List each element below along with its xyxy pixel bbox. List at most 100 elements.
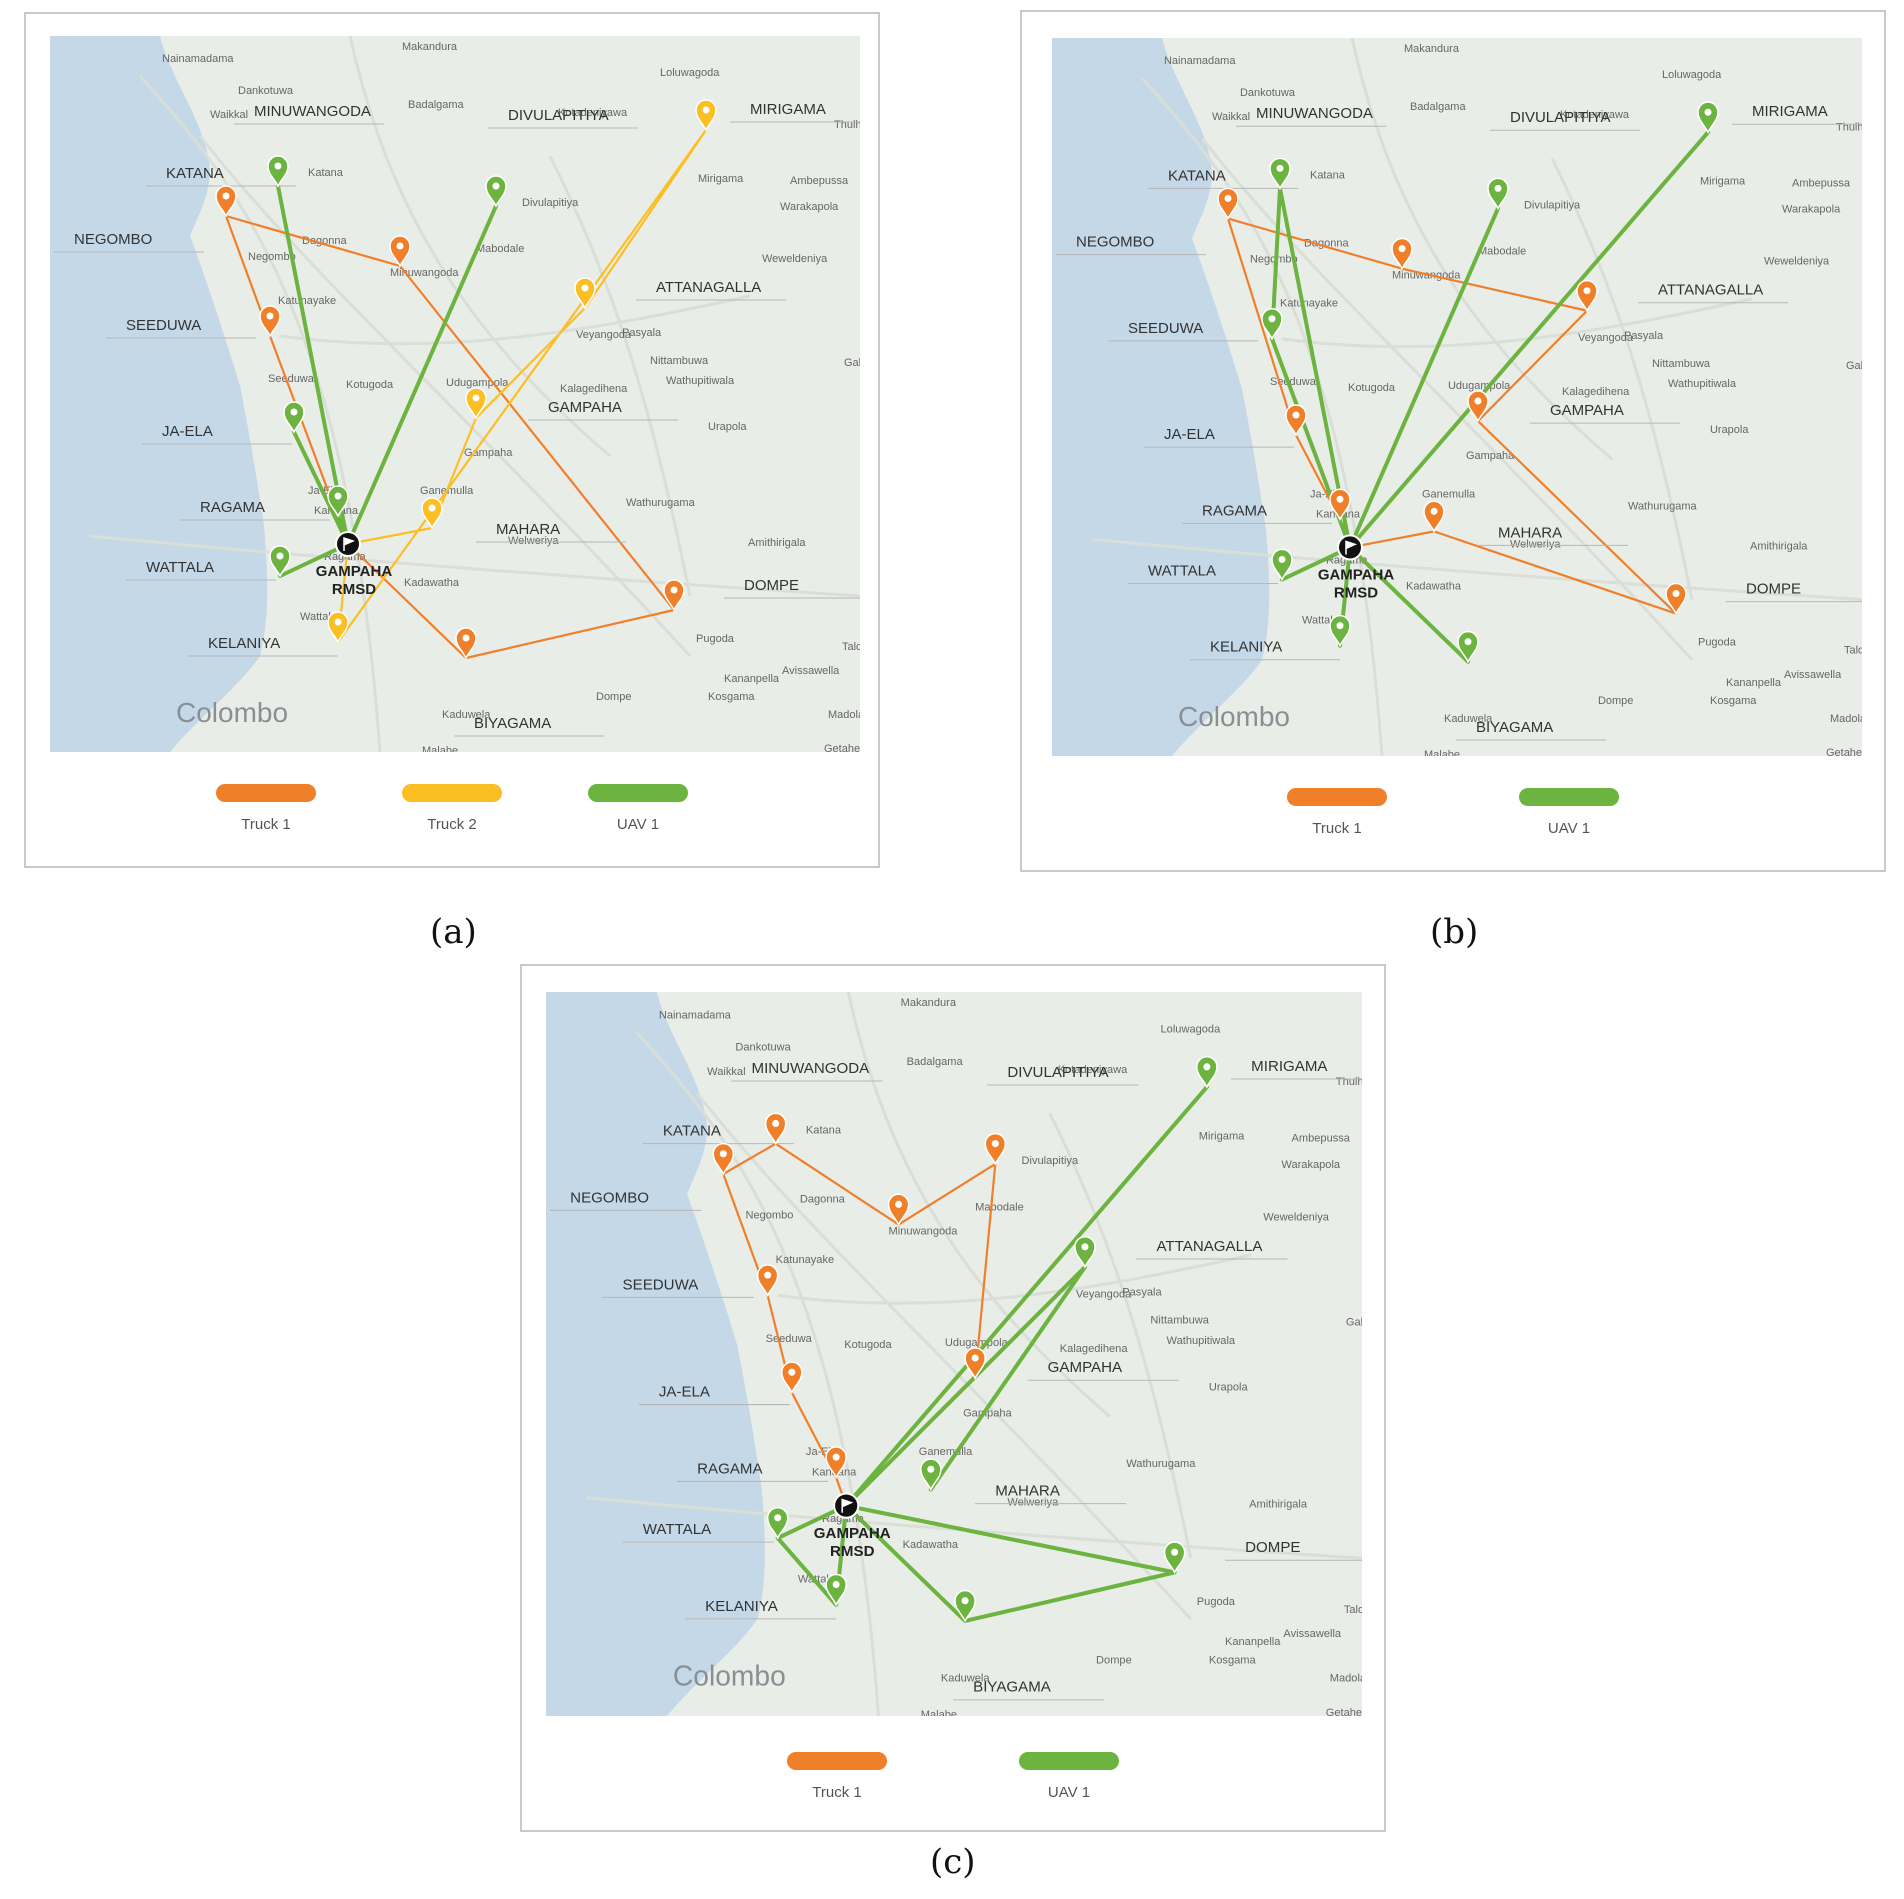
town-label-nittambuwa: Nittambuwa — [650, 355, 709, 367]
town-label-kosgama: Kosgama — [1710, 695, 1757, 707]
town-label-malabe: Malabe — [422, 745, 458, 752]
pin-dot — [334, 618, 342, 626]
town-label-pasyala: Pasyala — [1624, 330, 1664, 342]
town-label-pugoda: Pugoda — [1197, 1596, 1236, 1608]
town-label-avissawella: Avissawella — [1784, 669, 1842, 681]
pin-shape — [269, 545, 291, 578]
pin-shape — [663, 579, 685, 612]
map-pin-icon — [1269, 157, 1291, 191]
pin-dot — [1494, 184, 1502, 192]
town-label-negombo: Negombo — [1250, 254, 1298, 266]
legend-swatch — [1287, 788, 1387, 806]
sea-area — [50, 36, 268, 752]
region-label-ja-ela: JA-ELA — [659, 1383, 711, 1400]
map-pin-icon — [267, 155, 289, 188]
pin-shape — [1697, 101, 1719, 134]
town-label-welweriya: Welweriya — [508, 535, 559, 547]
pin-shape — [455, 627, 477, 660]
map-pin-icon — [825, 1573, 847, 1607]
map-pin-icon — [215, 185, 237, 218]
route-uav1-3 — [775, 1503, 849, 1607]
pin-dot — [334, 492, 342, 500]
town-label-gampaha: Gampaha — [1466, 450, 1515, 462]
pin-shape — [1196, 1055, 1218, 1089]
depot-label-0: GAMPAHA — [1318, 566, 1395, 583]
pin-shape — [327, 611, 349, 644]
legend-label: Truck 1 — [812, 1784, 862, 1801]
town-label-mabodale: Mabodale — [975, 1201, 1024, 1213]
map-pin-icon — [1457, 630, 1479, 664]
town-label-kananpella: Kananpella — [1225, 1636, 1281, 1648]
road-1 — [1140, 77, 1384, 756]
route-uav1-6 — [1348, 545, 1470, 664]
pin-dot — [1171, 1548, 1179, 1556]
map-pin-icon — [780, 1361, 803, 1395]
pin-dot — [462, 634, 470, 642]
pin-shape — [1261, 308, 1283, 341]
map-pin-icon — [1163, 1541, 1186, 1575]
town-label-wathurugama: Wathurugama — [1126, 1458, 1196, 1470]
legend-swatch — [402, 784, 502, 802]
map-pin-icon — [766, 1506, 789, 1540]
pin-dot — [1336, 622, 1344, 630]
pin-shape — [485, 175, 507, 208]
town-label-mirigama: Mirigama — [1700, 175, 1746, 187]
town-label-kaduwela: Kaduwela — [1444, 713, 1493, 725]
town-label-dagonna: Dagonna — [800, 1193, 846, 1205]
pin-dot — [1081, 1243, 1089, 1251]
route-map-svg-a: Nainamadama Makandura Dankotuwa Loluwagoda B… — [50, 36, 860, 752]
map-pin-icon — [1196, 1055, 1218, 1089]
pin-dot — [971, 1354, 979, 1362]
town-label-seeduwa: Seeduwa — [766, 1333, 813, 1345]
road-3 — [1281, 297, 1753, 349]
region-label-mahara: MAHARA — [496, 521, 560, 538]
town-label-dankotuwa: Dankotuwa — [1240, 87, 1296, 99]
town-label-weweldeniya: Weweldeniya — [1764, 256, 1830, 268]
pin-dot — [1336, 495, 1344, 503]
town-label-katunayake: Katunayake — [776, 1254, 834, 1266]
map-pin-icon — [954, 1589, 976, 1623]
region-label-gampaha: GAMPAHA — [548, 399, 622, 416]
route-uav1-4 — [844, 1503, 1177, 1623]
town-label-wathupitiwala: Wathupitiwala — [666, 375, 735, 387]
town-label-dagonna: Dagonna — [1304, 238, 1349, 250]
town-label-kotadeniyawa: Kotadeniyawa — [1560, 109, 1630, 121]
region-label-biyagama: BIYAGAMA — [474, 715, 551, 732]
pin-dot — [492, 182, 500, 190]
region-label-biyagama: BIYAGAMA — [973, 1679, 1052, 1696]
town-label-nainamadama: Nainamadama — [1164, 55, 1236, 67]
town-label-divulapitiya: Divulapitiya — [1021, 1155, 1078, 1167]
pin-dot — [670, 586, 678, 594]
road-5 — [89, 534, 860, 598]
town-label-madola: Madola — [828, 709, 860, 721]
town-label-dankotuwa: Dankotuwa — [735, 1042, 791, 1054]
pin-dot — [1398, 245, 1406, 253]
town-label-kotugoda: Kotugoda — [346, 379, 394, 391]
route-map-a: Nainamadama Makandura Dankotuwa Loluwagoda B… — [50, 36, 860, 752]
depot-flag — [1345, 540, 1358, 555]
pin-shape — [984, 1132, 1007, 1166]
town-label-wathurugama: Wathurugama — [626, 497, 696, 509]
legend-label: UAV 1 — [616, 816, 660, 833]
town-label-udugampola: Udugampola — [1448, 380, 1511, 392]
pin-shape — [1285, 404, 1307, 437]
town-label-madola: Madola — [1830, 713, 1862, 725]
pin-shape — [574, 277, 596, 310]
sea-area — [546, 992, 765, 1716]
map-pin-icon — [283, 401, 305, 434]
town-label-udugampola: Udugampola — [446, 377, 509, 389]
town-label-seeduwa: Seeduwa — [268, 373, 315, 385]
caption-b: (b) — [1430, 912, 1479, 952]
legend-label: Truck 2 — [427, 816, 477, 833]
region-label-minuwangoda: MINUWANGODA — [1256, 105, 1373, 122]
route-uav1-3 — [1348, 206, 1500, 550]
town-label-pugoda: Pugoda — [1698, 637, 1737, 649]
road-4 — [548, 155, 692, 597]
pin-dot — [1704, 108, 1712, 116]
depot-label-1: RMSD — [332, 581, 376, 598]
road-0 — [1200, 137, 1694, 661]
route-map-svg-c: Nainamadama Makandura Dankotuwa Loluwagoda B… — [546, 992, 1362, 1716]
region-label-seeduwa: SEEDUWA — [1128, 320, 1203, 337]
pin-shape — [1576, 279, 1598, 313]
town-label-veyangoda: Veyangoda — [1076, 1288, 1132, 1300]
